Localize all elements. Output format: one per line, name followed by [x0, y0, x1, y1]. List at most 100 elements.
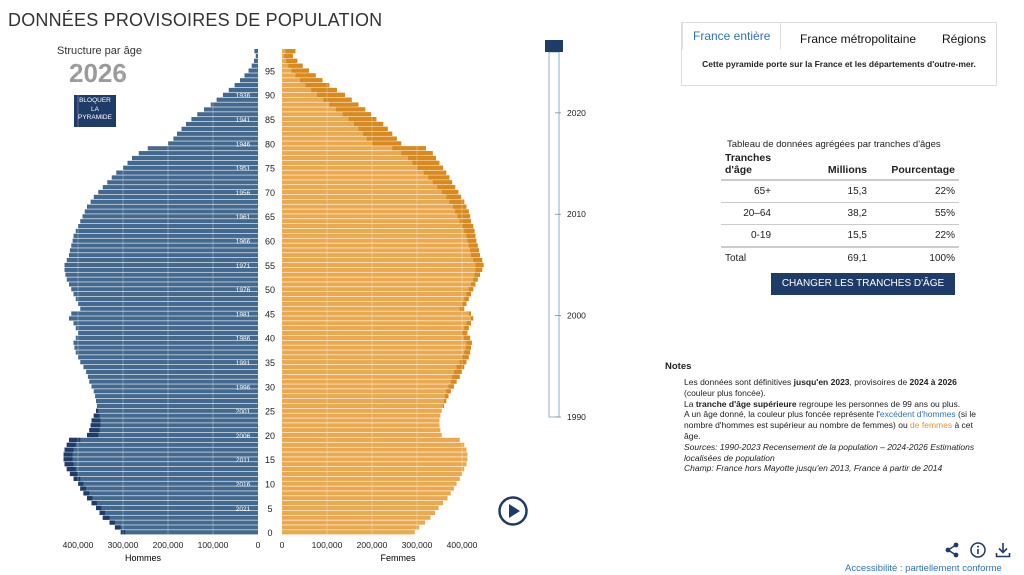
age-tick-label: 20 — [265, 431, 275, 441]
note-champ: Champ: France hors Mayotte jusqu'en 2013… — [684, 463, 943, 474]
women-bar — [282, 194, 462, 200]
lock-button-line2: LA — [91, 105, 99, 113]
row-millions: 15,5 — [787, 224, 871, 247]
tab-france-metropolitaine[interactable]: France métropolitaine — [800, 32, 917, 46]
men-bar — [204, 107, 258, 112]
women-bar — [282, 374, 460, 379]
women-bar — [282, 306, 465, 311]
men-bar — [87, 204, 258, 209]
men-bar — [99, 510, 258, 515]
total-percent: 100% — [871, 246, 959, 269]
women-bar — [282, 170, 447, 175]
women-excess-bar — [459, 306, 465, 311]
women-excess-bar — [475, 267, 483, 272]
birth-year-label: 1976 — [236, 287, 251, 294]
women-excess-bar — [286, 58, 298, 63]
women-excess-bar — [473, 257, 483, 263]
men-bar — [191, 117, 258, 122]
change-age-groups-button[interactable]: CHANGER LES TRANCHES D'ÂGE — [771, 273, 955, 295]
women-bar — [282, 262, 484, 268]
men-bar — [96, 398, 258, 404]
women-excess-bar — [432, 180, 453, 185]
women-bar — [282, 530, 415, 535]
women-bar — [282, 102, 359, 107]
men-bar — [91, 384, 258, 389]
aggregated-table-title: Tableau de données agrégées par tranches… — [727, 139, 941, 150]
women-excess-bar — [453, 369, 462, 375]
men-bar — [80, 219, 258, 224]
men-bar — [66, 466, 258, 472]
birth-year-label: 2016 — [236, 481, 251, 488]
age-tick-label: 30 — [265, 382, 275, 392]
birth-year-label: 1996 — [236, 384, 251, 391]
men-bar — [197, 112, 258, 117]
women-excess-bar — [342, 112, 372, 117]
women-excess-bar — [444, 394, 449, 399]
men-bar — [71, 287, 258, 292]
x-axis-label-women: Femmes — [380, 553, 416, 563]
men-bar — [73, 292, 258, 297]
women-bar — [282, 408, 442, 413]
women-bar — [282, 155, 436, 161]
total-label: Total — [721, 246, 787, 269]
men-bar — [123, 165, 258, 170]
women-bar — [282, 228, 475, 234]
age-tick-label: 60 — [265, 236, 275, 246]
men-excess-bar — [69, 437, 81, 443]
men-bar — [244, 73, 258, 78]
play-button[interactable] — [498, 496, 528, 526]
row-age: 20–64 — [721, 202, 787, 225]
page-title: DONNÉES PROVISOIRES DE POPULATION — [8, 10, 383, 30]
women-bar — [282, 141, 402, 146]
women-excess-bar — [475, 262, 484, 268]
men-excess-bar — [78, 481, 84, 486]
women-bar — [282, 165, 444, 170]
women-bar — [282, 423, 440, 428]
men-bar — [69, 253, 258, 258]
women-bar — [282, 131, 393, 136]
timeline-track — [548, 51, 560, 418]
women-bar — [282, 345, 471, 350]
men-bar — [80, 360, 258, 365]
men-bar — [248, 68, 258, 73]
men-bar — [147, 146, 258, 151]
women-bar — [282, 471, 462, 477]
timeline-handle[interactable] — [545, 40, 563, 52]
men-bar — [240, 78, 258, 83]
women-bar — [282, 316, 474, 321]
women-bar — [282, 413, 441, 418]
x-axis-label-men: Hommes — [125, 553, 162, 563]
women-bar — [282, 360, 467, 365]
tab-france-entiere[interactable]: France entière — [682, 22, 782, 50]
women-bar — [282, 389, 451, 394]
row-age: 0-19 — [721, 224, 787, 247]
share-icon[interactable] — [943, 541, 961, 559]
men-bar — [78, 481, 258, 486]
women-excess-bar — [464, 335, 471, 340]
info-icon[interactable] — [969, 541, 987, 559]
men-bar — [90, 423, 258, 428]
women-excess-bar — [470, 248, 480, 253]
men-bar — [234, 83, 258, 88]
women-excess-bar — [448, 384, 454, 389]
men-bar — [255, 53, 258, 59]
women-bar — [282, 282, 476, 287]
age-tick-label: 15 — [265, 455, 275, 465]
population-pyramid-chart: 0 5 10 15 20 25 30 35 40 45 50 55 60 65 70 75 80 85 90 95 2… — [63, 40, 586, 563]
men-bar — [254, 49, 258, 54]
men-bar — [64, 462, 258, 467]
men-excess-bar — [69, 471, 78, 477]
men-bar — [95, 394, 258, 399]
download-icon[interactable] — [994, 541, 1012, 559]
women-bar — [282, 272, 480, 277]
tab-regions[interactable]: Régions — [942, 32, 987, 46]
women-bar — [282, 476, 460, 481]
birth-year-label: 1961 — [236, 214, 251, 221]
men-bar — [69, 248, 259, 253]
men-excess-bar — [89, 428, 100, 433]
women-bar — [282, 515, 431, 520]
women-excess-bar — [412, 160, 440, 166]
lock-pyramid-button[interactable]: BLOQUER LA PYRAMIDE — [74, 95, 116, 127]
accessibility-link[interactable]: Accessibilité : partiellement conforme — [845, 563, 1002, 574]
men-bar — [228, 87, 258, 93]
